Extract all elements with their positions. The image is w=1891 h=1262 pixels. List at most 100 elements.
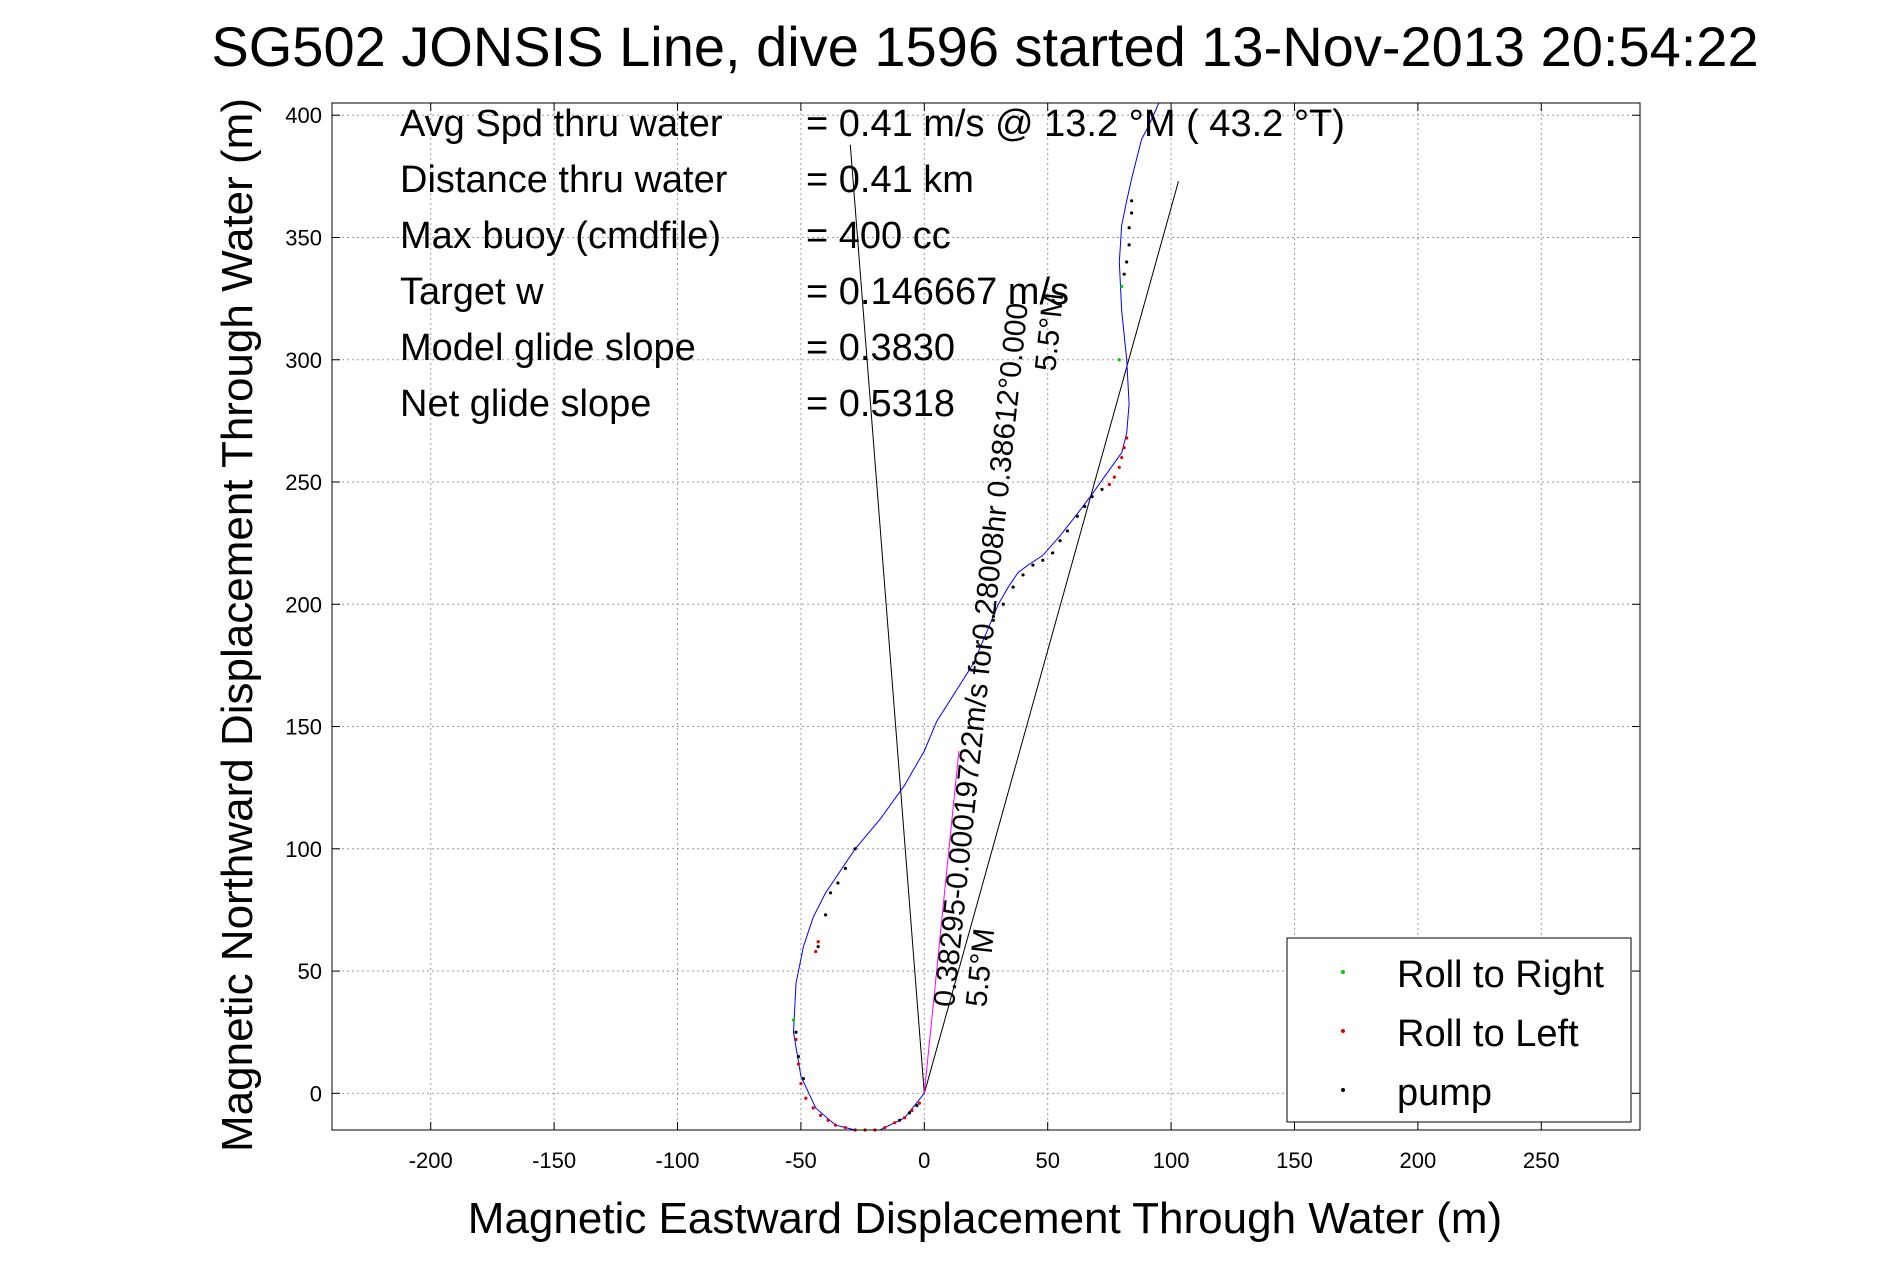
info-value: = 400 cc <box>806 215 951 257</box>
black-marker <box>1041 558 1045 562</box>
y-tick-label: 300 <box>285 348 322 373</box>
black-marker <box>1100 487 1104 491</box>
red-marker <box>811 1106 815 1110</box>
info-value: = 0.41 km <box>806 159 974 201</box>
red-marker <box>814 949 818 954</box>
black-marker <box>836 881 840 885</box>
x-tick-label: 100 <box>1153 1148 1190 1173</box>
info-value: = 0.41 m/s @ 13.2 °M ( 43.2 °T) <box>806 103 1345 145</box>
info-value: = 0.146667 m/s <box>806 271 1069 313</box>
green-marker <box>791 1018 796 1022</box>
red-marker <box>1107 482 1111 487</box>
black-marker <box>1075 514 1079 518</box>
legend-label-roll-left: Roll to Left <box>1397 1013 1579 1055</box>
y-tick-label: 400 <box>285 103 322 128</box>
x-tick-label: 150 <box>1276 1148 1313 1173</box>
info-label: Model glide slope <box>400 327 696 369</box>
y-tick-label: 350 <box>285 225 322 250</box>
black-marker <box>816 945 820 949</box>
black-marker <box>1122 272 1126 276</box>
black-marker <box>1011 585 1015 589</box>
black-marker <box>1083 504 1087 509</box>
legend-marker-roll-right <box>1341 970 1345 974</box>
red-marker <box>804 1096 808 1100</box>
black-marker <box>1130 199 1134 203</box>
slope-annotation: 5.5°M <box>1029 291 1070 373</box>
legend-label-pump: pump <box>1397 1072 1492 1114</box>
reference-line <box>923 181 1179 1094</box>
black-marker <box>794 1030 798 1034</box>
x-tick-label: 50 <box>1035 1148 1059 1173</box>
tick-layer: -200 -150 -100 -50 0 50 100 150 200 250 0 50 100 150 2… <box>285 103 1640 1173</box>
red-marker <box>902 1116 907 1120</box>
red-marker <box>893 1121 897 1125</box>
x-tick-label: -50 <box>785 1148 817 1173</box>
info-label: Distance thru water <box>400 159 728 201</box>
red-marker <box>1117 465 1121 469</box>
red-marker <box>883 1125 887 1130</box>
marker-layer <box>791 199 1134 1132</box>
black-marker <box>1031 563 1035 567</box>
black-marker <box>1090 495 1094 499</box>
legend-label-roll-right: Roll to Right <box>1397 954 1604 996</box>
x-axis-label: Magnetic Eastward Displacement Through W… <box>468 1194 1502 1243</box>
black-marker <box>828 891 833 895</box>
y-tick-label: 200 <box>285 592 322 617</box>
red-marker <box>1120 455 1124 460</box>
info-value: = 0.5318 <box>806 383 955 425</box>
red-marker <box>799 1081 803 1086</box>
reference-lines <box>849 144 1179 1094</box>
black-marker <box>984 636 988 641</box>
x-tick-label: -150 <box>532 1148 576 1173</box>
red-marker <box>843 1125 847 1130</box>
slope-annotation: 5.5°M <box>960 927 1001 1009</box>
black-marker <box>801 1077 805 1081</box>
track-line <box>792 102 1160 1131</box>
roll-left-line <box>923 750 960 1094</box>
y-tick-label: 50 <box>298 959 322 984</box>
reference-line <box>849 144 925 1094</box>
chart-title: SG502 JONSIS Line, dive 1596 started 13-… <box>211 15 1758 78</box>
red-marker <box>816 940 820 944</box>
red-marker <box>910 1108 914 1113</box>
black-marker <box>1065 529 1070 533</box>
black-marker <box>1001 602 1005 606</box>
info-label: Net glide slope <box>400 383 651 425</box>
info-label: Avg Spd thru water <box>400 103 723 145</box>
y-tick-label: 250 <box>285 470 322 495</box>
red-marker <box>796 1062 801 1066</box>
black-marker <box>1051 551 1055 555</box>
black-marker <box>843 866 847 870</box>
y-tick-label: 150 <box>285 715 322 740</box>
info-box: Avg Spd thru water = 0.41 m/s @ 13.2 °M (… <box>400 103 1345 425</box>
black-marker <box>972 661 976 665</box>
y-tick-label: 100 <box>285 837 322 862</box>
black-marker <box>796 1055 801 1059</box>
y-axis-label: Magnetic Northward Displacement Through … <box>213 98 262 1152</box>
x-tick-label: 200 <box>1400 1148 1437 1173</box>
black-marker <box>991 614 996 619</box>
red-marker <box>1122 446 1126 450</box>
black-marker <box>898 1118 902 1122</box>
black-marker <box>1127 243 1131 247</box>
black-marker <box>1125 260 1129 264</box>
y-tick-label: 0 <box>310 1081 322 1106</box>
series-layer <box>792 102 1160 1131</box>
black-marker <box>907 1111 912 1115</box>
red-marker <box>826 1118 830 1122</box>
black-marker <box>1127 226 1131 230</box>
red-marker <box>819 1113 823 1117</box>
black-marker <box>915 1103 919 1108</box>
info-value: = 0.3830 <box>806 327 955 369</box>
green-marker <box>1120 284 1124 288</box>
info-label: Target w <box>400 271 544 313</box>
axes-box <box>331 102 1641 1131</box>
black-marker <box>853 847 857 851</box>
green-marker <box>1117 358 1121 362</box>
black-marker <box>1021 573 1025 577</box>
legend-marker-roll-left <box>1341 1029 1345 1033</box>
red-marker <box>1125 436 1129 440</box>
red-marker <box>917 1101 921 1105</box>
black-marker <box>1130 211 1134 215</box>
